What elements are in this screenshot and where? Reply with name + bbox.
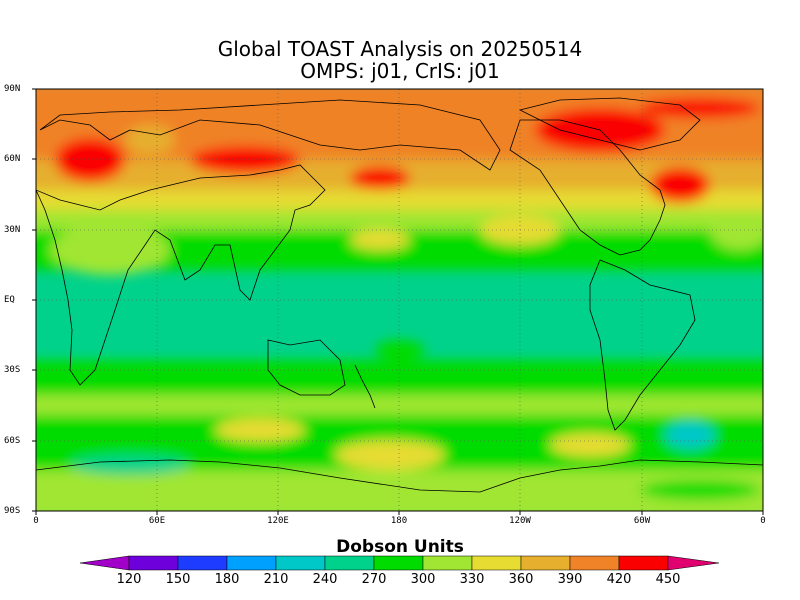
colorbar-swatch (569, 555, 620, 571)
colorbar-swatch (618, 555, 669, 571)
colorbar-arrow-low (79, 555, 130, 571)
lon-label-120w: 120W (509, 516, 531, 526)
chart-title: Global TOAST Analysis on 20250514 (217, 37, 583, 61)
coastlines (36, 97, 763, 493)
colorbar-tick-label: 390 (557, 572, 583, 587)
colorbar-tick-label: 150 (165, 572, 191, 587)
lon-label-60e: 60E (148, 516, 166, 526)
chart-subtitle: OMPS: j01, CrIS: j01 (300, 59, 500, 83)
colorbar-tick-label: 270 (361, 572, 387, 587)
colorbar-swatch (520, 555, 571, 571)
lat-label-eq: EQ (4, 295, 15, 305)
colorbar-swatch (373, 555, 424, 571)
colorbar-swatch (471, 555, 522, 571)
colorbar-tick-label: 210 (263, 572, 289, 587)
lon-label-0-end: 0 (760, 516, 766, 526)
colorbar-tick-label: 330 (459, 572, 485, 587)
colorbar-tick-label: 360 (508, 572, 534, 587)
colorbar-tick-label: 240 (312, 572, 338, 587)
colorbar-tick-label: 120 (116, 572, 142, 587)
lat-label-30n: 30N (4, 225, 21, 235)
colorbar-tick-label: 300 (410, 572, 436, 587)
lat-label-90n: 90N (4, 84, 21, 94)
lat-label-90s: 90S (4, 506, 21, 516)
colorbar-swatch (177, 555, 228, 571)
colorbar-swatch (324, 555, 375, 571)
colorbar (79, 555, 720, 571)
lon-label-180: 180 (390, 516, 408, 526)
ozone-field (36, 89, 763, 511)
colorbar-tick-label: 450 (655, 572, 681, 587)
colorbar-swatch (275, 555, 326, 571)
lat-label-60n: 60N (4, 154, 21, 164)
colorbar-swatch (128, 555, 179, 571)
legend-title: Dobson Units (336, 537, 464, 557)
colorbar-swatch (422, 555, 473, 571)
lon-label-120e: 120E (267, 516, 289, 526)
lat-label-30s: 30S (4, 365, 21, 375)
colorbar-arrow-high (667, 555, 720, 571)
colorbar-swatch (226, 555, 277, 571)
lat-label-60s: 60S (4, 436, 21, 446)
colorbar-tick-label: 180 (214, 572, 240, 587)
lon-label-60w: 60W (633, 516, 651, 526)
lon-label-0: 0 (33, 516, 39, 526)
axis-ticks (32, 88, 764, 515)
colorbar-tick-label: 420 (606, 572, 632, 587)
